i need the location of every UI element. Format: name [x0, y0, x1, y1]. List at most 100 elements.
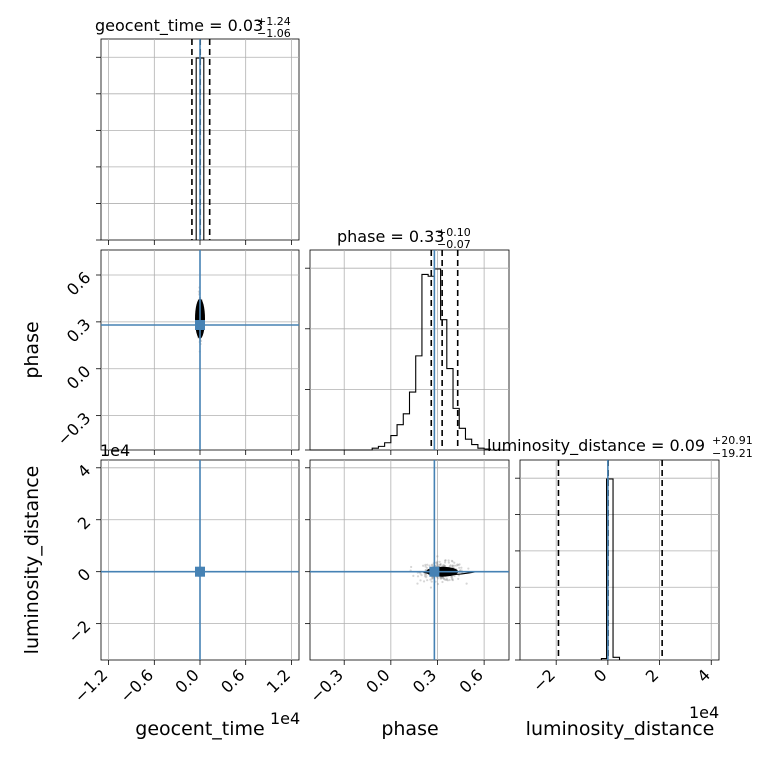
xlabel-geocent-time: geocent_time — [135, 718, 264, 740]
sample-point — [425, 574, 428, 577]
sample-point — [419, 572, 422, 575]
ytick-label-luminosity-distance: 2 — [74, 513, 95, 534]
sample-point — [416, 575, 420, 578]
truth-point — [195, 320, 205, 330]
sample-point — [458, 566, 461, 569]
sample-point — [439, 576, 442, 579]
sample-point — [443, 578, 446, 581]
panel-luminosity-distance-vs-geocent-time — [96, 459, 300, 665]
sample-point — [446, 579, 449, 582]
xtick-label-luminosity-distance: 2 — [642, 665, 663, 686]
sample-point — [419, 579, 422, 582]
sample-point — [447, 561, 450, 564]
xtick-label-luminosity-distance: 0 — [590, 665, 611, 686]
sample-point — [416, 582, 419, 585]
sample-point — [436, 562, 439, 565]
xlabel-luminosity-distance: luminosity_distance — [526, 718, 715, 740]
sample-point — [451, 564, 454, 567]
sample-point — [444, 559, 447, 562]
sample-point — [429, 578, 432, 581]
truth-point — [195, 566, 205, 577]
sample-point — [453, 574, 456, 577]
sample-point — [430, 563, 433, 566]
sample-point — [431, 576, 434, 579]
sample-point — [422, 564, 425, 567]
sample-point — [428, 564, 431, 567]
sample-point — [456, 563, 459, 566]
ytick-label-phase: 0.6 — [63, 268, 94, 299]
sample-point — [425, 566, 429, 569]
sample-point — [435, 561, 438, 564]
title-phase-minus: −0.07 — [437, 238, 471, 251]
xtick-label-geocent-time: −1.2 — [71, 665, 112, 706]
sample-point — [449, 564, 452, 567]
sample-point — [450, 578, 454, 581]
sample-point — [441, 576, 445, 579]
offset-geocent-time: 1e4 — [270, 709, 300, 728]
xtick-label-luminosity-distance: −2 — [529, 665, 559, 695]
sample-point — [451, 577, 454, 580]
sample-point — [467, 567, 470, 570]
xtick-label-geocent-time: 0.6 — [217, 665, 248, 696]
offset-luminosity-distance-y: 1e4 — [100, 441, 130, 460]
sample-point — [439, 563, 442, 566]
sample-point — [451, 575, 454, 578]
sample-point — [426, 579, 429, 582]
sample-point — [457, 563, 460, 567]
sample-point — [436, 563, 440, 566]
density-contour-outer — [421, 571, 477, 576]
sample-point — [443, 564, 447, 568]
sample-point — [439, 563, 442, 567]
ytick-label-luminosity-distance: 4 — [74, 461, 95, 482]
panel-luminosity-distance-vs-phase — [305, 459, 510, 665]
sample-point — [431, 564, 434, 567]
sample-point — [426, 563, 429, 566]
sample-point — [424, 563, 427, 566]
xtick-label-phase: 0.6 — [456, 665, 487, 696]
histogram-step — [310, 268, 509, 451]
sample-point — [422, 580, 426, 583]
sample-point — [424, 565, 427, 568]
xtick-label-luminosity-distance: 4 — [693, 665, 714, 686]
sample-point — [444, 559, 447, 562]
ytick-label-phase: −0.3 — [53, 409, 94, 450]
sample-point — [423, 575, 427, 578]
title-luminosity-distance-plus: +20.91 — [712, 434, 753, 447]
sample-point — [438, 560, 441, 563]
panel-phase-hist — [305, 249, 510, 455]
ytick-label-phase: 0.0 — [63, 362, 94, 393]
sample-point — [439, 563, 442, 566]
sample-point — [442, 577, 445, 580]
panel-luminosity-distance-hist — [515, 459, 720, 665]
histogram-step — [600, 478, 621, 660]
sample-point — [436, 582, 440, 586]
sample-point — [457, 577, 460, 580]
title-luminosity-distance-minus: −19.21 — [712, 447, 753, 460]
title-geocent-time: geocent_time = 0.03 — [95, 16, 263, 36]
title-luminosity-distance: luminosity_distance = 0.09 — [487, 436, 705, 456]
sample-point — [440, 577, 443, 580]
sample-point — [439, 577, 442, 580]
sample-point — [430, 577, 434, 580]
ylabel-phase: phase — [21, 321, 43, 378]
xlabel-phase: phase — [381, 718, 438, 740]
sample-point — [424, 568, 427, 572]
sample-point — [447, 559, 450, 562]
truth-point — [429, 566, 440, 577]
sample-point — [430, 580, 433, 583]
sample-point — [443, 561, 447, 564]
ytick-label-luminosity-distance: 0 — [74, 565, 95, 586]
sample-point — [436, 577, 439, 580]
sample-point — [450, 576, 453, 579]
ylabel-luminosity-distance: luminosity_distance — [21, 466, 43, 655]
sample-point — [455, 564, 458, 567]
panel-phase-vs-geocent-time — [96, 249, 300, 455]
sample-point — [453, 561, 456, 564]
sample-point — [448, 565, 451, 568]
sample-point — [441, 564, 444, 568]
sample-point — [410, 565, 413, 569]
xtick-label-geocent-time: 1.2 — [263, 665, 294, 696]
sample-point — [442, 577, 445, 580]
title-phase: phase = 0.33 — [337, 227, 444, 246]
